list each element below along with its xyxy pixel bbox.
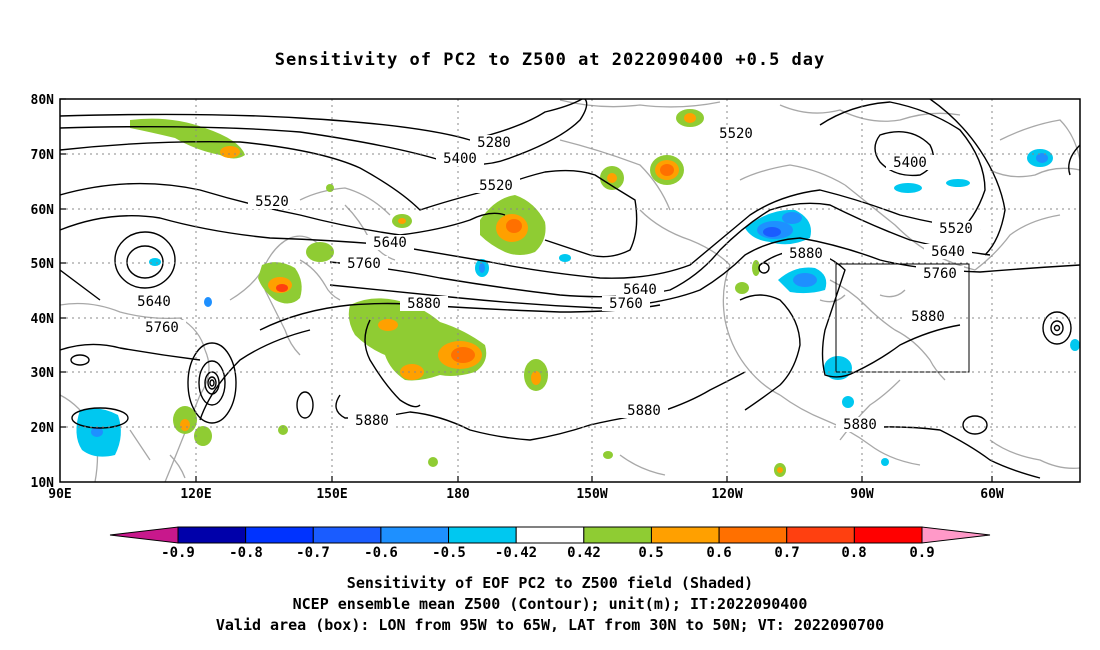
colorbar-box: [853, 526, 923, 544]
contour-label: 5280: [477, 135, 511, 151]
colorbar-label: 0.7: [774, 545, 799, 561]
axis-ticks: [60, 98, 993, 482]
contour-label: 5760: [609, 296, 643, 312]
colorbar-label: 0.42: [567, 545, 601, 561]
lat-label: 50N: [31, 257, 55, 272]
contour-label: 5400: [893, 155, 927, 171]
lat-label: 20N: [31, 421, 55, 436]
colorbar-label: 0.8: [841, 545, 866, 561]
contour-label: 5760: [923, 266, 957, 282]
colorbar-label: -0.42: [495, 545, 537, 561]
colorbar-label: -0.8: [229, 545, 263, 561]
caption-contour: NCEP ensemble mean Z500 (Contour); unit(…: [292, 595, 808, 613]
colorbar-box: [583, 526, 652, 544]
contour-labels: 5280 5400 5400 5520 5520 5520 5520 5640 …: [130, 126, 980, 433]
contour-label: 5880: [627, 403, 661, 419]
longitude-labels: 90E 120E 150E 180 150W 120W 90W 60W: [48, 487, 1004, 502]
colorbar-box: [515, 526, 585, 544]
contour-label: 5640: [373, 235, 407, 251]
contour-label: 5760: [347, 256, 381, 272]
lat-label: 60N: [31, 203, 55, 218]
caption-shaded: Sensitivity of EOF PC2 to Z500 field (Sh…: [346, 574, 754, 592]
contour-label: 5520: [479, 178, 513, 194]
lon-label: 120E: [180, 487, 211, 502]
contour-label: 5520: [939, 221, 973, 237]
plot-frame: [59, 98, 1081, 483]
colorbar-box: [786, 526, 855, 544]
contour-label: 5640: [623, 282, 657, 298]
lon-label: 90E: [48, 487, 71, 502]
contour-label: 5880: [911, 309, 945, 325]
colorbar-label: -0.9: [161, 545, 195, 561]
contour-label: 5400: [443, 151, 477, 167]
colorbar-box: [448, 526, 517, 544]
colorbar-label: -0.7: [296, 545, 330, 561]
lat-label: 80N: [31, 93, 55, 108]
colorbar-box: [718, 526, 788, 544]
contour-label: 5640: [137, 294, 171, 310]
contour-label: 5760: [145, 320, 179, 336]
lat-label: 40N: [31, 312, 55, 327]
colorbar-label: 0.5: [638, 545, 663, 561]
colorbar: -0.9 -0.8 -0.7 -0.6 -0.5 -0.42 0.42 0.5 …: [109, 526, 991, 561]
colorbar-boxes: [177, 526, 923, 544]
colorbar-box: [380, 526, 450, 544]
lon-label: 120W: [711, 487, 742, 502]
lat-label: 70N: [31, 148, 55, 163]
contour-label: 5880: [789, 246, 823, 262]
sensitivity-shading: [76, 109, 1080, 477]
colorbar-label: -0.6: [364, 545, 398, 561]
colorbar-box: [245, 526, 314, 544]
caption-valid-area: Valid area (box): LON from 95W to 65W, L…: [215, 616, 885, 634]
colorbar-below-triangle: [109, 526, 179, 544]
lon-label: 150W: [576, 487, 607, 502]
colorbar-label: 0.9: [909, 545, 934, 561]
lat-label: 10N: [31, 476, 55, 491]
colorbar-label: 0.6: [706, 545, 731, 561]
contour-label: 5520: [719, 126, 753, 142]
contour-label: 5880: [843, 417, 877, 433]
colorbar-box: [312, 526, 382, 544]
map-title: Sensitivity of PC2 to Z500 at 2022090400…: [274, 50, 826, 70]
lon-label: 150E: [316, 487, 347, 502]
colorbar-labels: -0.9 -0.8 -0.7 -0.6 -0.5 -0.42 0.42 0.5 …: [161, 545, 935, 561]
gridlines: [60, 99, 1080, 482]
figure-captions: Sensitivity of EOF PC2 to Z500 field (Sh…: [0, 573, 1100, 636]
contour-label: 5520: [255, 194, 289, 210]
lat-label: 30N: [31, 366, 55, 381]
latitude-labels: 80N 70N 60N 50N 40N 30N 20N 10N: [31, 93, 55, 491]
colorbar-box: [650, 526, 720, 544]
lon-label: 180: [446, 487, 470, 502]
colorbar-above-triangle: [921, 526, 991, 544]
lon-label: 60W: [980, 487, 1004, 502]
contour-label: 5640: [931, 244, 965, 260]
contour-label: 5880: [407, 296, 441, 312]
colorbar-box: [177, 526, 247, 544]
map-plot-area: 5280 5400 5400 5520 5520 5520 5520 5640 …: [60, 99, 1080, 482]
lon-label: 90W: [850, 487, 874, 502]
colorbar-label: -0.5: [432, 545, 466, 561]
contour-label: 5880: [355, 413, 389, 429]
